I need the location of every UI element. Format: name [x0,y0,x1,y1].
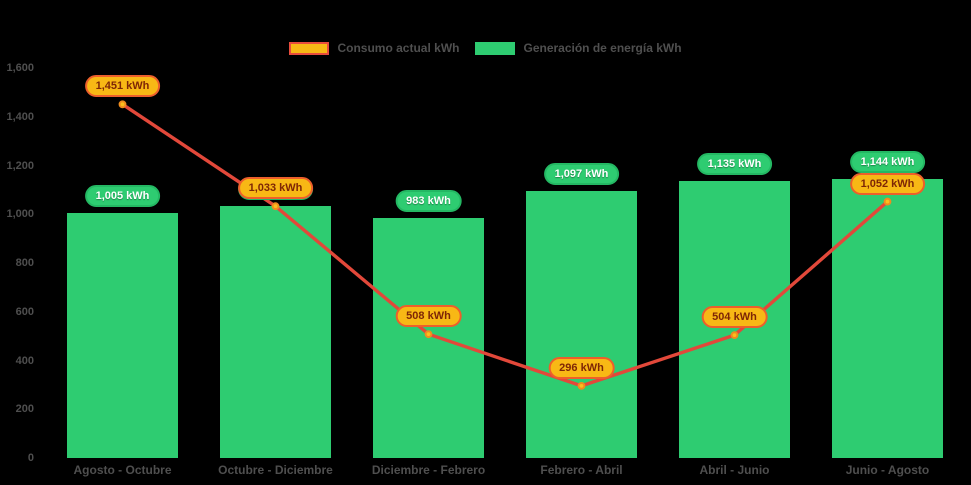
bar-generacion[interactable] [832,179,943,458]
line-point[interactable] [577,381,586,390]
bar-generacion[interactable] [67,213,178,458]
y-axis-label: 1,400 [6,110,34,123]
bar-value-badge: 1,144 kWh [849,151,926,174]
y-axis-label: 0 [27,452,34,464]
x-axis-label: Junio - Agosto [845,463,930,477]
y-axis-label: 1,600 [6,62,34,74]
y-axis-label: 1,000 [6,208,34,221]
x-axis-label: Agosto - Octubre [73,463,172,477]
bar-generacion[interactable] [220,206,331,458]
bar-generacion[interactable] [373,218,484,458]
consumo-swatch-icon [289,41,330,55]
y-axis-label: 1,200 [6,159,34,172]
consumption-line [121,102,889,388]
x-axis-label: Abril - Junio [699,463,770,477]
line-value-badge: 504 kWh [701,306,768,329]
legend-label-generacion: Generación de energía kWh [523,41,682,55]
x-axis-label: Octubre - Diciembre [218,463,333,477]
line-point[interactable] [118,100,127,109]
bar-value-badge: 1,135 kWh [696,153,773,176]
y-axis-label: 600 [15,305,34,318]
y-axis-label: 800 [15,257,34,269]
y-axis-label: 200 [15,403,34,416]
legend: Consumo actual kWh Generación de energía… [0,41,971,55]
line-value-badge: 1,052 kWh [849,172,926,195]
bar-value-badge: 983 kWh [395,190,462,213]
line-value-badge: 508 kWh [395,305,462,328]
bar-generacion[interactable] [526,190,637,458]
legend-item-generacion[interactable]: Generación de energía kWh [475,41,682,55]
line-point[interactable] [730,331,739,340]
line-point[interactable] [424,330,433,339]
line-value-badge: 1,033 kWh [237,177,314,200]
y-axis-label: 400 [15,354,34,367]
legend-item-consumo[interactable]: Consumo actual kWh [289,41,459,55]
line-point[interactable] [883,197,892,206]
bar-value-badge: 1,097 kWh [543,162,620,185]
line-value-badge: 296 kWh [548,356,615,379]
x-axis-label: Febrero - Abril [540,463,623,477]
line-value-badge: 1,451 kWh [84,75,161,98]
x-axis-label: Diciembre - Febrero [371,463,486,477]
bar-value-badge: 1,005 kWh [84,185,161,208]
line-point[interactable] [271,202,280,211]
generacion-swatch-icon [475,41,516,55]
legend-label-consumo: Consumo actual kWh [337,41,460,55]
